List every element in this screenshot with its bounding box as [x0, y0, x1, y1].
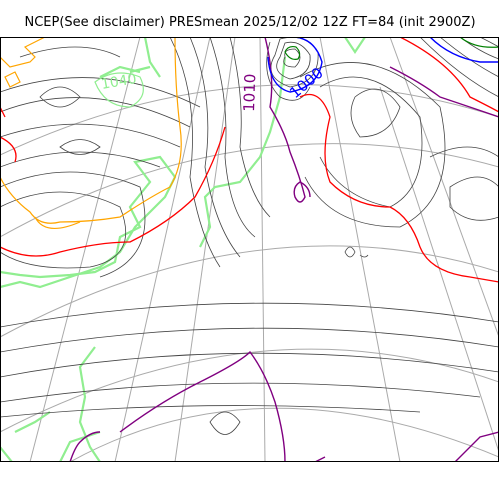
- pressure-map: 1040 1010 1000: [0, 36, 500, 463]
- isobar-1000: [267, 36, 499, 93]
- isobar-1020: [0, 36, 500, 283]
- isobar-label-1040: 1040: [100, 71, 138, 93]
- low-center: [284, 36, 500, 60]
- map-title: NCEP(See disclaimer) PRESmean 2025/12/02…: [24, 15, 476, 30]
- graticule: [0, 36, 500, 463]
- isobar-1010: [69, 36, 500, 463]
- isobar-1030: [0, 36, 182, 229]
- isobar-label-1010: 1010: [240, 73, 259, 112]
- map-border: [0, 37, 499, 462]
- isobar-1040: [94, 72, 144, 108]
- coastlines: [0, 36, 366, 463]
